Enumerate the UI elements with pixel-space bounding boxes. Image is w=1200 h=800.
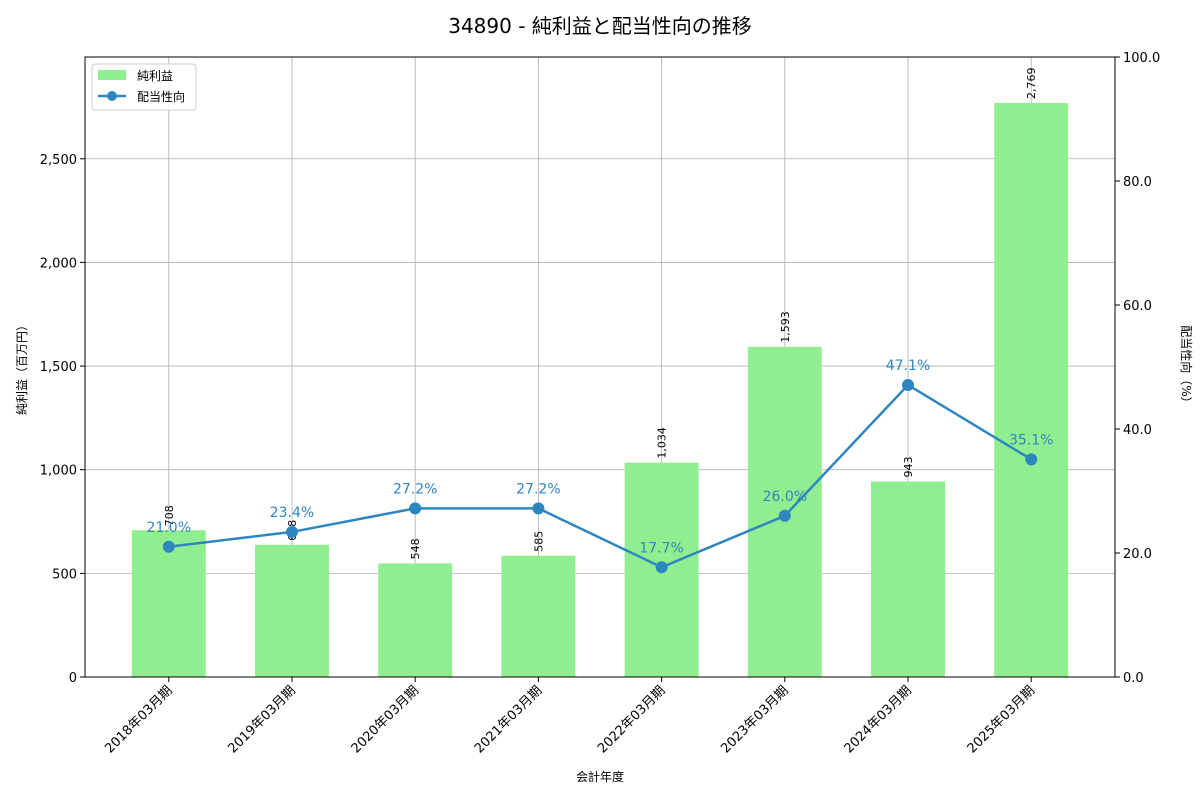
bar (501, 555, 576, 677)
payout-ratio-label: 47.1% (886, 358, 930, 374)
line-marker (778, 509, 791, 522)
payout-ratio-line: 21.0% 23.4% 27.2% 27.2% 17.7% 26.0% 47.1% 35.1% (147, 358, 1053, 574)
line-marker (902, 378, 915, 391)
bars (131, 103, 1069, 677)
bar-value-label: 1,593 (779, 311, 792, 343)
y-tick-label: 1,000 (40, 464, 77, 479)
bar (871, 481, 945, 677)
y-tick-label: 1,500 (40, 360, 77, 375)
y-axis-title: 純利益（百万円） (15, 319, 29, 415)
payout-ratio-label: 26.0% (763, 489, 807, 505)
y-tick-label: 2,500 (40, 153, 77, 168)
x-tick-label: 2024年03月期 (842, 683, 915, 756)
y2-tick-label: 100.0 (1123, 51, 1160, 66)
x-tick-label: 2022年03月期 (595, 683, 668, 756)
y2-axis-title: 配当性向（%） (1179, 325, 1194, 408)
x-tick-label: 2018年03月期 (102, 683, 175, 756)
x-tick-label: 2020年03月期 (349, 683, 422, 756)
bar-value-label: 708 (163, 505, 176, 526)
legend-label-payout-ratio: 配当性向 (137, 89, 185, 104)
line-marker (1025, 453, 1038, 466)
y-tick-label: 2,000 (40, 256, 77, 271)
y-tick-label: 500 (52, 567, 77, 582)
x-tick-label: 2019年03月期 (226, 683, 299, 756)
bar-value-label: 585 (532, 531, 545, 552)
line-marker (162, 540, 175, 553)
legend-bar-swatch (98, 70, 126, 80)
bar (131, 530, 206, 677)
bar-value-label: 943 (902, 457, 915, 478)
line-marker (532, 502, 545, 515)
line-path (168, 383, 1032, 569)
payout-ratio-label: 21.0% (147, 520, 191, 536)
right-axis: 0.0 20.0 40.0 60.0 80.0 100.0 (1115, 51, 1160, 686)
bar (255, 544, 329, 677)
bar-value-label: 2,769 (1025, 68, 1038, 100)
bar (378, 563, 453, 677)
payout-ratio-label: 23.4% (270, 505, 314, 521)
legend: 純利益 配当性向 (91, 63, 197, 111)
x-tick-label: 2025年03月期 (965, 683, 1038, 756)
plot-frame (84, 56, 1116, 678)
bar (994, 103, 1069, 677)
payout-ratio-label: 27.2% (516, 481, 560, 497)
bar-value-label: 548 (409, 538, 422, 559)
left-axis: 0 500 1,000 1,500 2,000 2,500 (40, 153, 85, 686)
line-marker (409, 502, 422, 515)
chart-title: 34890 - 純利益と配当性向の推移 (448, 14, 752, 38)
grid (85, 57, 1115, 678)
payout-ratio-label: 35.1% (1009, 432, 1053, 448)
line-marker (655, 561, 668, 574)
x-axis: 2018年03月期 2019年03月期 2020年03月期 2021年03月期 2022… (102, 677, 1038, 757)
y2-tick-label: 0.0 (1123, 671, 1144, 686)
legend-label-net-income: 純利益 (137, 69, 173, 83)
x-tick-label: 2023年03月期 (718, 683, 791, 756)
legend-marker-icon (107, 91, 117, 101)
y2-tick-label: 20.0 (1123, 547, 1152, 562)
x-axis-title: 会計年度 (576, 769, 624, 784)
y2-tick-label: 40.0 (1123, 423, 1152, 438)
bar-value-label: 1,034 (656, 427, 669, 459)
payout-ratio-label: 17.7% (639, 540, 683, 556)
y-tick-label: 0 (69, 671, 77, 686)
payout-ratio-label: 27.2% (393, 481, 437, 497)
x-tick-label: 2021年03月期 (472, 683, 545, 756)
y2-tick-label: 80.0 (1123, 175, 1152, 190)
line-marker (285, 525, 298, 538)
y2-tick-label: 60.0 (1123, 299, 1152, 314)
